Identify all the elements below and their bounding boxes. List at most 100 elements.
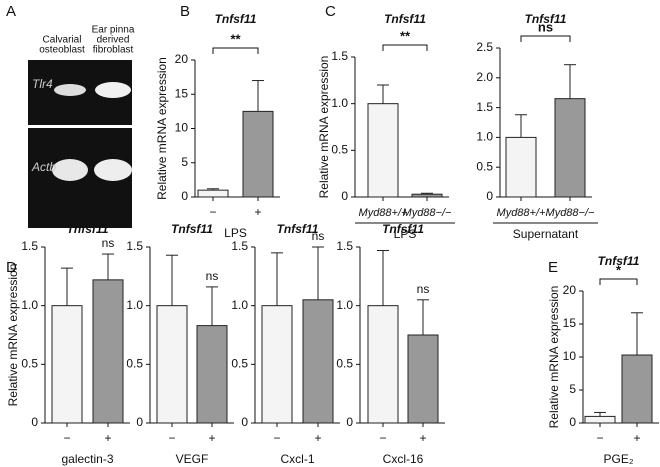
band [52, 159, 88, 181]
bar [407, 334, 439, 424]
y-tick-label: 1.0 [331, 96, 348, 110]
significance: ns [102, 236, 115, 250]
x-tick-label: + [633, 431, 640, 445]
y-tick-label: 20 [563, 283, 577, 297]
band [94, 159, 132, 181]
y-axis-label: Relative mRNA expression [155, 57, 169, 200]
lane-label: derived [97, 35, 130, 46]
bar [554, 98, 586, 198]
lane-label: osteoblast [39, 45, 85, 56]
y-tick-label: 0 [31, 415, 38, 429]
y-tick-label: 15 [175, 86, 189, 100]
y-tick-label: 1.5 [336, 239, 353, 253]
x-tick-label: Myd88+/+ [497, 207, 546, 219]
x-axis-label: galectin-3 [61, 452, 113, 466]
gene-label: Tlr4 [32, 77, 53, 91]
band [95, 82, 131, 98]
significance-bracket [382, 44, 428, 51]
significance-bracket [212, 47, 259, 54]
y-axis-label: Relative mRNA expression [547, 286, 561, 429]
chart-title: Tnfsf11 [525, 12, 567, 26]
y-tick-label: 5 [569, 382, 576, 396]
lane-label: Ear pinna [92, 25, 135, 36]
bar [411, 193, 443, 198]
bar [197, 189, 229, 198]
panel-label: B [180, 3, 190, 20]
bar [92, 279, 124, 424]
chart-title: Tnfsf11 [598, 254, 640, 268]
bar [302, 299, 334, 424]
y-tick-label: 1.5 [21, 239, 38, 253]
y-tick-label: 15 [563, 316, 577, 330]
x-tick-label: + [314, 431, 321, 445]
y-tick-label: 0.5 [231, 357, 248, 371]
x-tick-label: − [596, 431, 603, 445]
chart-title: Tnfsf11 [382, 222, 424, 236]
chart-title: Tnfsf11 [215, 12, 257, 26]
chart-title: Tnfsf11 [67, 222, 109, 236]
x-axis-label: LPS [224, 226, 247, 240]
y-tick-label: 1.0 [126, 298, 143, 312]
significance-bracket [599, 278, 638, 285]
significance-bracket [520, 35, 571, 42]
panel-label: E [548, 259, 558, 276]
panel-label: A [6, 3, 16, 20]
bar [261, 305, 293, 424]
y-tick-label: 0 [136, 415, 143, 429]
significance: ns [417, 282, 430, 296]
lane-label: Calvarial [43, 35, 82, 46]
x-tick-label: Myd88−/− [403, 207, 452, 219]
x-tick-label: − [273, 431, 280, 445]
y-tick-label: 1.5 [231, 239, 248, 253]
x-tick-label: − [168, 431, 175, 445]
x-axis-label: PGE₂ [604, 452, 634, 466]
x-tick-label: Myd88+/+ [359, 207, 408, 219]
x-tick-label: − [209, 205, 216, 219]
y-tick-label: 0 [341, 189, 348, 203]
bar [196, 325, 228, 424]
y-axis-label: Relative mRNA expression [6, 264, 20, 407]
x-axis-label: Cxcl-1 [280, 452, 314, 466]
y-tick-label: 1.0 [21, 298, 38, 312]
bar [367, 305, 399, 424]
bar [621, 354, 653, 424]
chart-title: Tnfsf11 [277, 222, 319, 236]
chart-title: Tnfsf11 [171, 222, 213, 236]
y-tick-label: 2.5 [476, 40, 493, 54]
panel-label: C [325, 3, 336, 20]
y-tick-label: 0 [241, 415, 248, 429]
significance: ** [400, 28, 411, 43]
x-axis-label: VEGF [176, 452, 209, 466]
y-tick-label: 0.5 [476, 159, 493, 173]
y-tick-label: 1.0 [476, 130, 493, 144]
y-tick-label: 10 [563, 349, 577, 363]
y-tick-label: 0.5 [331, 143, 348, 157]
significance: ns [538, 19, 553, 34]
y-tick-label: 5 [181, 155, 188, 169]
x-tick-label: + [104, 431, 111, 445]
y-tick-label: 1.0 [336, 298, 353, 312]
significance: * [616, 262, 622, 277]
x-axis-label: Supernatant [513, 227, 579, 241]
band [54, 84, 86, 96]
y-tick-label: 0 [569, 415, 576, 429]
x-tick-label: + [254, 205, 261, 219]
x-tick-label: + [419, 431, 426, 445]
y-tick-label: 2.0 [476, 70, 493, 84]
y-tick-label: 0.5 [21, 357, 38, 371]
x-tick-label: Myd88−/− [546, 207, 595, 219]
y-tick-label: 1.5 [126, 239, 143, 253]
lane-label: fibroblast [93, 45, 134, 56]
bar [242, 110, 274, 198]
chart-title: Tnfsf11 [384, 12, 426, 26]
y-tick-label: 0 [346, 415, 353, 429]
x-tick-label: − [63, 431, 70, 445]
bar [584, 415, 616, 424]
y-axis-label: Relative mRNA expression [317, 56, 331, 199]
bar [156, 305, 188, 424]
bar [367, 103, 399, 198]
y-tick-label: 0 [486, 189, 493, 203]
bar [505, 136, 537, 198]
significance: ns [312, 229, 325, 243]
